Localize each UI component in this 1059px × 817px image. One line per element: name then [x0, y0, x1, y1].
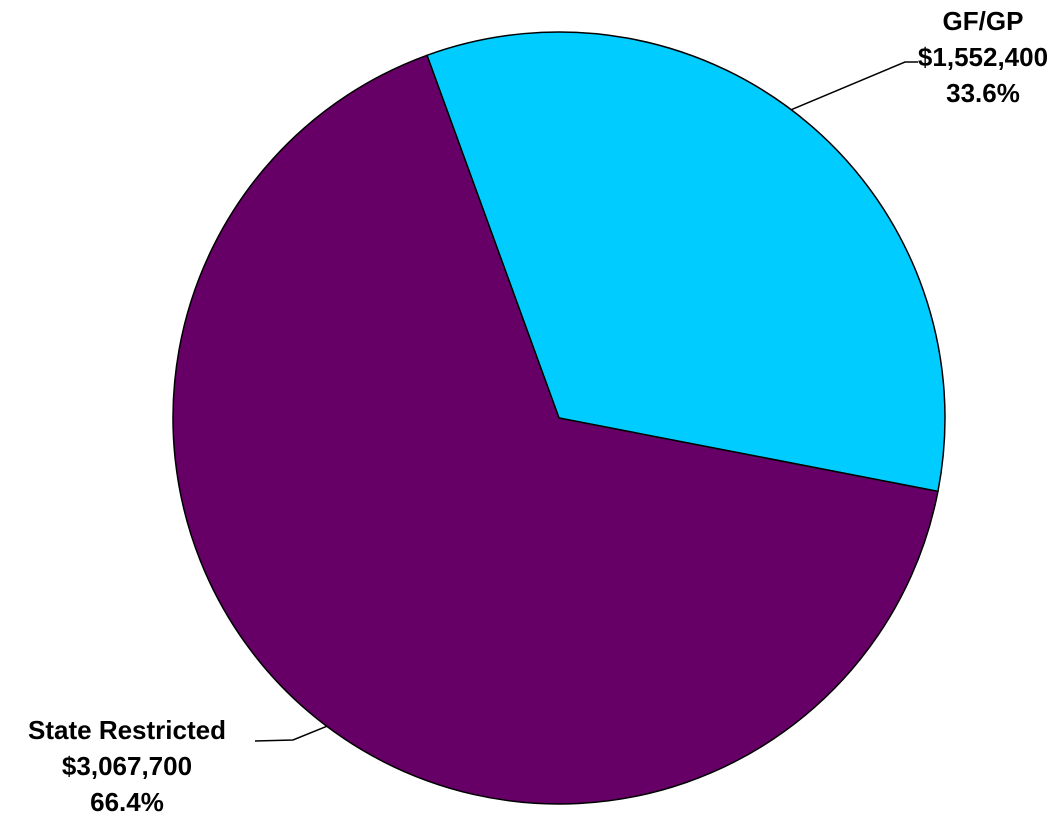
label-gfgp-value: $1,552,400	[918, 42, 1048, 72]
label-state-restricted: State Restricted $3,067,700 66.4%	[28, 715, 226, 817]
pie-slice-state-restricted	[172, 54, 939, 805]
label-gfgp-percent: 33.6%	[946, 78, 1020, 108]
label-state-restricted-percent: 66.4%	[90, 787, 164, 817]
slices-layer	[172, 31, 946, 805]
leader-line-gf-gp	[791, 61, 918, 111]
label-state-restricted-value: $3,067,700	[62, 751, 192, 781]
leader-lines-layer	[254, 61, 918, 742]
leader-line-state-restricted	[254, 725, 327, 742]
pie-slice-gf-gp	[426, 31, 946, 493]
label-gfgp: GF/GP $1,552,400 33.6%	[918, 6, 1048, 108]
label-state-restricted-name: State Restricted	[28, 715, 226, 745]
label-gfgp-name: GF/GP	[943, 6, 1024, 36]
